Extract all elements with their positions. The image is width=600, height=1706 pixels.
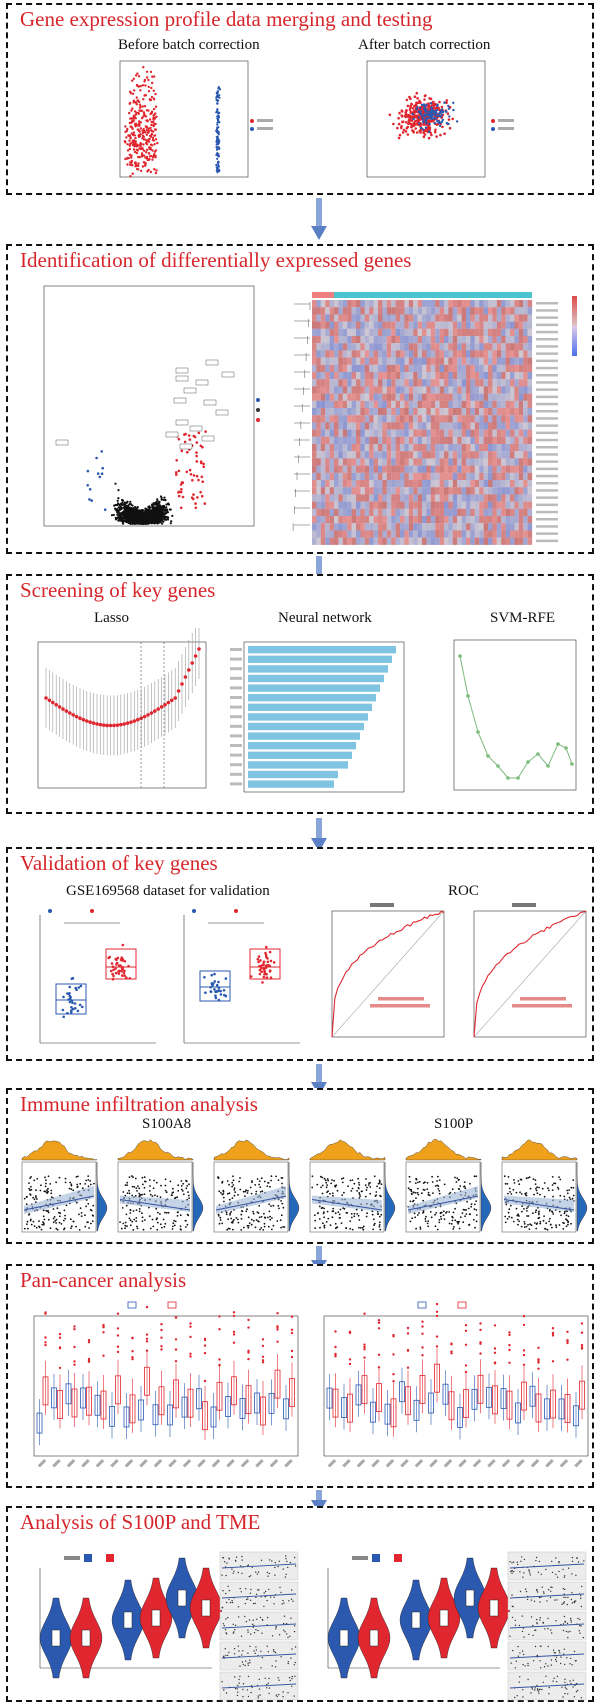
pca-before-red-points [123, 66, 159, 178]
subtitle-roc: ROC [448, 883, 479, 899]
subtitle-after: After batch correction [358, 37, 491, 53]
panel-title: Analysis of S100P and TME [20, 1510, 261, 1534]
subtitle-lasso: Lasso [94, 610, 129, 626]
neural-bars [230, 646, 396, 788]
heatmap-legend [536, 296, 577, 543]
pca-after-plot [366, 60, 514, 178]
subtitle-s100p: S100P [434, 1116, 474, 1132]
panel-validation: Validation of key genes GSE169568 datase… [6, 847, 594, 1061]
panel-key-genes: Screening of key genes Lasso Neural netw… [6, 574, 594, 814]
neural-network-plot [230, 641, 405, 793]
subtitle-svm: SVM-RFE [490, 610, 556, 626]
immune-scatter-5 [405, 1138, 492, 1233]
panel-immune: Immune infiltration analysis S100A8 S100… [6, 1088, 594, 1244]
immune-scatter-2 [117, 1139, 204, 1233]
pca-before-blue-points [215, 86, 222, 174]
volcano-gene-labels [55, 359, 235, 450]
pancancer-s100p [323, 1301, 589, 1468]
lasso-curve [44, 628, 201, 788]
immune-scatter-1 [21, 1140, 108, 1233]
subtitle-s100a8: S100A8 [142, 1116, 192, 1132]
panel-title: Gene expression profile data merging and… [20, 7, 433, 31]
panel-title: Immune infiltration analysis [20, 1092, 258, 1116]
panel-title: Pan-cancer analysis [20, 1268, 187, 1292]
panel-title: Identification of differentially express… [20, 248, 412, 272]
lasso-plot [37, 628, 207, 789]
volcano-plot [43, 285, 260, 527]
panel-pancancer: Pan-cancer analysis [6, 1264, 594, 1488]
panel-batch-correction: Gene expression profile data merging and… [6, 3, 594, 195]
pca-before-plot [119, 60, 273, 178]
subtitle-before: Before batch correction [118, 37, 260, 53]
subtitle-dataset: GSE169568 dataset for validation [66, 883, 270, 899]
svm-rfe-plot [453, 639, 577, 791]
tme-violin-right [327, 1551, 587, 1701]
heatmap-cells [312, 300, 533, 545]
panel-title: Screening of key genes [20, 578, 216, 602]
deg-heatmap [292, 292, 577, 545]
immune-scatter-3 [213, 1139, 300, 1233]
roc-s100p [473, 903, 587, 1038]
pca-after-points [388, 91, 459, 140]
immune-scatter-4 [309, 1139, 396, 1233]
immune-scatter-row [12, 1130, 592, 1242]
heatmap-dendrogram [292, 302, 311, 531]
svm-curve [458, 654, 574, 780]
validation-box-1 [39, 909, 156, 1044]
panel-title: Validation of key genes [20, 851, 218, 875]
flow-arrow-1 [311, 198, 327, 240]
roc-s100a8 [331, 903, 445, 1038]
panel-tme: Analysis of S100P and TME [6, 1506, 594, 1702]
volcano-points [86, 430, 207, 526]
pancancer-s100a8 [33, 1301, 299, 1468]
flow-arrow-3 [311, 818, 327, 852]
immune-scatter-6 [501, 1139, 588, 1233]
validation-box-2 [183, 909, 300, 1044]
subtitle-neural: Neural network [278, 610, 372, 626]
tme-violin-left [39, 1551, 299, 1701]
panel-deg: Identification of differentially express… [6, 244, 594, 554]
